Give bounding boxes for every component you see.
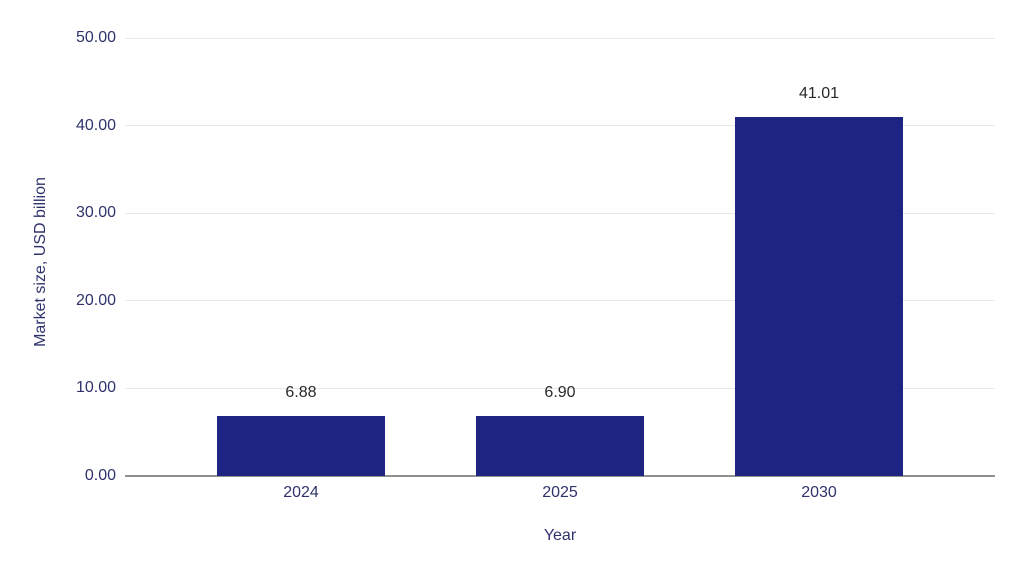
gridline <box>125 37 995 39</box>
y-tick-label: 40.00 <box>75 116 116 134</box>
y-tick-label: 0.00 <box>84 467 116 484</box>
gridline <box>125 125 995 127</box>
y-tick-label: 30.00 <box>75 204 116 222</box>
x-tick-label: 2025 <box>542 484 578 501</box>
bar-2024 <box>217 415 385 476</box>
gridline <box>125 387 995 389</box>
y-tick-label: 20.00 <box>75 291 116 309</box>
bar-2025 <box>476 415 644 476</box>
y-tick-label: 10.00 <box>75 379 116 397</box>
x-tick-label: 2030 <box>801 484 837 501</box>
bar-value-label: 41.01 <box>798 84 840 102</box>
gridline <box>125 212 995 214</box>
bar-value-label: 6.88 <box>285 383 317 401</box>
bar-2030 <box>735 116 903 476</box>
x-axis-title: Year <box>543 527 577 544</box>
bar-value-label: 6.90 <box>544 383 576 401</box>
y-tick-label: 50.00 <box>75 29 116 46</box>
gridline <box>125 300 995 302</box>
x-axis-line <box>125 475 995 477</box>
x-tick-label: 2024 <box>283 484 319 501</box>
